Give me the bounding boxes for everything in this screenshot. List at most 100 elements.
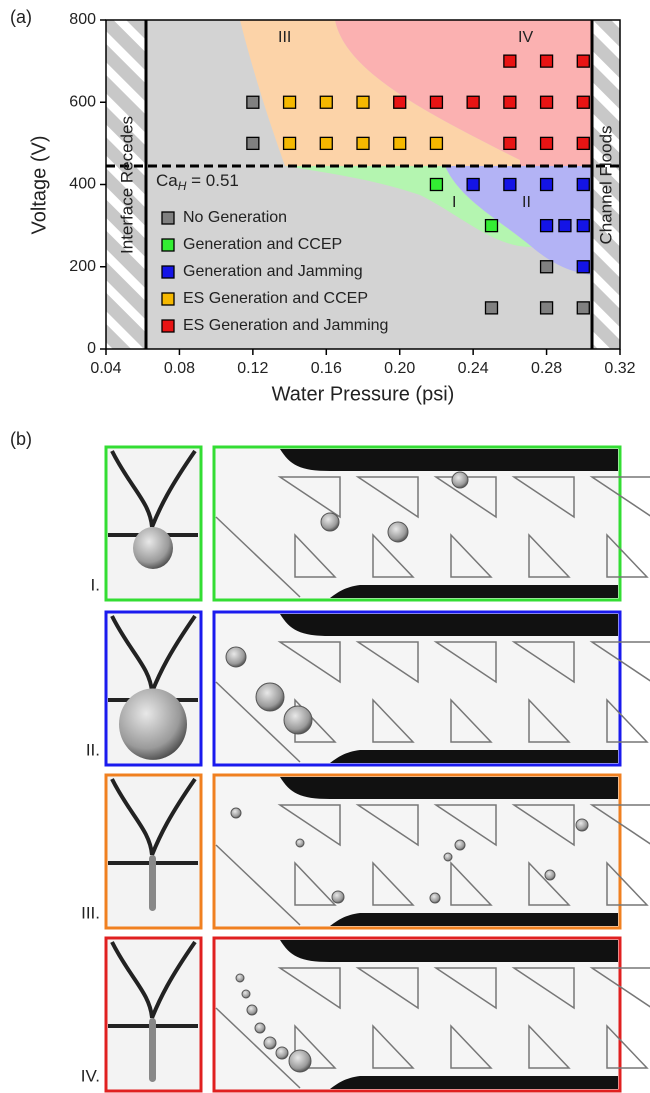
row-label: IV. [81, 1066, 100, 1085]
triangle [355, 804, 419, 847]
legend-label: Generation and Jamming [183, 263, 363, 280]
hatch [106, 20, 146, 349]
legend-swatch [161, 265, 175, 279]
point [539, 54, 554, 68]
droplet [387, 521, 409, 543]
droplet [275, 1046, 289, 1060]
x-tick-label: 0.28 [531, 360, 562, 377]
triangle [606, 533, 649, 578]
triangle [277, 641, 341, 684]
x-tick-label: 0.24 [458, 360, 489, 377]
drop [119, 688, 187, 760]
triangle [433, 641, 497, 684]
point [576, 54, 590, 68]
channel-image [212, 936, 622, 1093]
triangle [355, 476, 419, 519]
regions [106, 20, 620, 349]
droplet [246, 1004, 258, 1016]
droplet [235, 973, 245, 983]
image-row: I. [91, 445, 650, 602]
triangle [511, 476, 575, 519]
point [539, 260, 554, 274]
y-axis-label: Voltage (V) [28, 136, 50, 235]
boundary-label: Channel Floods [596, 125, 615, 244]
point [539, 301, 554, 315]
point [539, 177, 554, 192]
row-label: III. [81, 903, 100, 922]
droplet [429, 892, 441, 904]
droplet [255, 682, 285, 712]
point [393, 95, 407, 109]
point [539, 218, 554, 233]
point [576, 218, 590, 233]
triangle [355, 967, 419, 1010]
droplet [575, 818, 589, 832]
point [503, 54, 517, 68]
droplet [451, 471, 469, 489]
triangle [606, 1024, 649, 1069]
triangle [511, 967, 575, 1010]
point [246, 136, 260, 151]
y-tick-label: 600 [69, 93, 96, 110]
region [240, 20, 520, 166]
hatch [592, 20, 620, 349]
triangle [589, 804, 650, 845]
triangle [606, 861, 649, 906]
droplet [230, 807, 242, 819]
channel-wall [330, 585, 618, 598]
panel-label: (b) [10, 429, 32, 449]
threshold-subscript: H [178, 179, 187, 193]
droplet [331, 890, 345, 904]
triangle [589, 967, 650, 1008]
x-tick-label: 0.32 [604, 360, 635, 377]
jet [149, 855, 156, 911]
triangle [372, 698, 415, 743]
triangle [294, 1024, 337, 1069]
channel-wall [330, 750, 618, 763]
triangle [433, 804, 497, 847]
region [285, 166, 532, 248]
triangle [277, 476, 341, 519]
point [484, 218, 499, 233]
point [429, 177, 444, 192]
droplet [254, 1022, 266, 1034]
point [429, 95, 444, 109]
x-axis-label: Water Pressure (psi) [272, 383, 455, 405]
point [282, 95, 297, 109]
point [576, 260, 590, 274]
point [576, 95, 590, 109]
x-tick-label: 0.16 [311, 360, 342, 377]
triangle [277, 967, 341, 1010]
triangle [511, 641, 575, 684]
triangle [528, 533, 571, 578]
legend-label: ES Generation and Jamming [183, 317, 388, 334]
x-tick-label: 0.08 [164, 360, 195, 377]
legend-label: No Generation [183, 209, 287, 226]
x-tick-label: 0.04 [90, 360, 121, 377]
channel-edge [215, 681, 301, 763]
triangle [450, 1024, 493, 1069]
triangle [450, 861, 493, 906]
point [484, 301, 499, 315]
legend-label: Generation and CCEP [183, 236, 342, 253]
point [319, 95, 333, 109]
point [539, 136, 554, 151]
droplet [443, 852, 453, 862]
x-tick-label: 0.20 [384, 360, 415, 377]
y-tick-label: 0 [87, 340, 96, 357]
region-label: IV [518, 29, 533, 46]
threshold-text: Ca [156, 171, 178, 190]
point [429, 136, 444, 151]
point [503, 177, 517, 192]
triangle [372, 861, 415, 906]
legend-swatch [161, 238, 175, 252]
triangle [294, 533, 337, 578]
legend-swatch [161, 292, 175, 306]
triangle [372, 1024, 415, 1069]
channel-wall [280, 449, 618, 471]
drop [133, 527, 173, 569]
triangle [528, 698, 571, 743]
triangle [277, 804, 341, 847]
point [356, 95, 370, 109]
